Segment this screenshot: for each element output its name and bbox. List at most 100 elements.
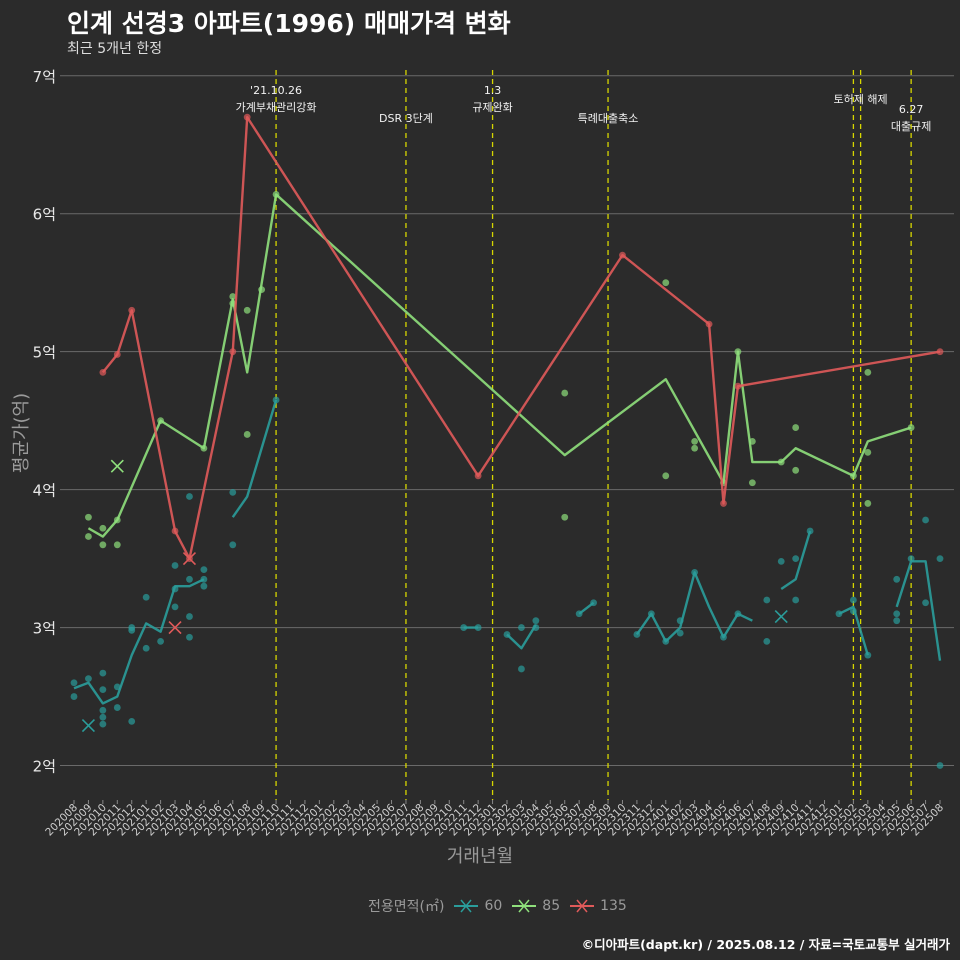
x-axis-title: 거래년월 [446,846,514,867]
data-point-60 [763,637,771,645]
data-point-60 [186,493,193,500]
legend-label-60: 60 [484,898,503,914]
y-tick-label: 2억 [33,758,56,776]
data-point-60 [113,704,121,711]
y-tick-label: 5억 [33,344,56,362]
data-point-60 [200,582,208,590]
data-point-85 [561,513,569,521]
data-point-85 [99,541,107,549]
axis-layer: 2억3억4억5억6억7억2020082020092020102020112020… [33,68,946,839]
data-point-60 [532,617,540,625]
data-point-60 [171,562,179,569]
y-tick-label: 7억 [33,68,56,86]
event-label: 1.3 [484,84,502,97]
data-point-60 [792,555,800,562]
data-point-60 [99,669,107,677]
data-point-85 [243,431,251,438]
cancelled-marker-85 [110,459,124,473]
data-point-60 [777,557,785,565]
data-point-60 [229,488,237,496]
data-point-60 [792,596,800,604]
cancelled-marker-135 [182,552,197,566]
data-point-60 [186,613,193,620]
series-line-60 [635,571,753,643]
data-point-85 [85,533,92,540]
y-axis-title: 평균가(억) [11,392,32,474]
series-line-60 [838,605,869,656]
series-line-135 [101,115,941,560]
data-point-85 [691,437,699,445]
data-point-60 [128,626,136,634]
legend: 전용면적(㎡) 60 85 135 [368,896,627,916]
data-point-60 [142,593,150,601]
data-point-60 [99,713,107,721]
grid-layer [60,75,954,767]
event-label: DSR 3단계 [379,112,433,125]
event-label: '21.10.26 [250,84,302,97]
y-tick-label: 3억 [33,620,56,638]
legend-title: 전용면적(㎡) [368,899,445,915]
cancelled-marker-60 [81,718,95,733]
legend-key-60 [454,899,479,913]
data-point-60 [99,686,107,694]
data-point-60 [157,637,165,645]
chart-title: 인계 선경3 아파트(1996) 매매가격 변화 [67,9,511,38]
legend-key-85 [512,899,537,913]
event-label: 대출규제 [891,120,931,133]
series-line-60 [506,624,537,650]
data-point-85 [691,444,699,452]
data-point-60 [142,644,150,652]
series-line-60 [780,530,812,590]
series-line-60 [578,601,595,615]
series-line-60 [73,578,205,705]
data-point-85 [561,389,569,397]
legend-item-135: 135 [570,896,627,916]
data-point-85 [229,293,237,300]
data-point-60 [200,566,208,574]
y-tick-label: 4억 [33,482,56,500]
data-point-60 [922,516,929,524]
data-point-60 [70,693,78,700]
data-point-60 [186,575,193,583]
data-point-60 [763,596,771,604]
legend-label-135: 135 [600,898,627,914]
data-point-60 [893,617,901,625]
data-point-85 [748,479,756,487]
legend-key-135 [570,899,595,913]
data-point-60 [518,624,525,631]
series-line-85 [87,193,912,538]
data-point-60 [99,706,107,714]
data-point-60 [518,665,525,673]
data-point-85 [864,500,872,507]
event-label: 가계부채관리강화 [236,101,317,114]
data-point-85 [662,279,670,287]
data-point-60 [936,555,944,562]
data-point-60 [85,675,92,683]
cancelled-marker-60 [774,609,788,624]
data-point-60 [850,596,857,604]
data-point-60 [936,762,944,769]
data-point-85 [662,472,670,480]
source-caption: ©디아파트(dapt.kr) / 2025.08.12 / 자료=국토교통부 실… [581,937,950,952]
data-point-85 [99,524,107,532]
event-label: 토허제 해제 [834,92,888,106]
chart-subtitle: 최근 5개년 한정 [67,41,163,57]
data-point-85 [792,424,800,431]
data-point-85 [85,513,92,521]
legend-item-85: 85 [512,896,560,916]
data-point-60 [922,599,929,607]
data-point-85 [864,448,872,456]
data-point-85 [113,541,121,549]
series-line-60 [895,560,942,661]
event-label: 규제완화 [472,101,512,114]
series-line-60 [231,399,278,518]
data-point-60 [128,717,136,725]
event-label: 특례대출축소 [578,112,639,125]
data-point-60 [893,610,901,618]
event-label: 6.27 [899,103,924,116]
data-point-85 [864,368,872,376]
data-point-60 [70,679,78,687]
legend-item-60: 60 [454,896,502,916]
